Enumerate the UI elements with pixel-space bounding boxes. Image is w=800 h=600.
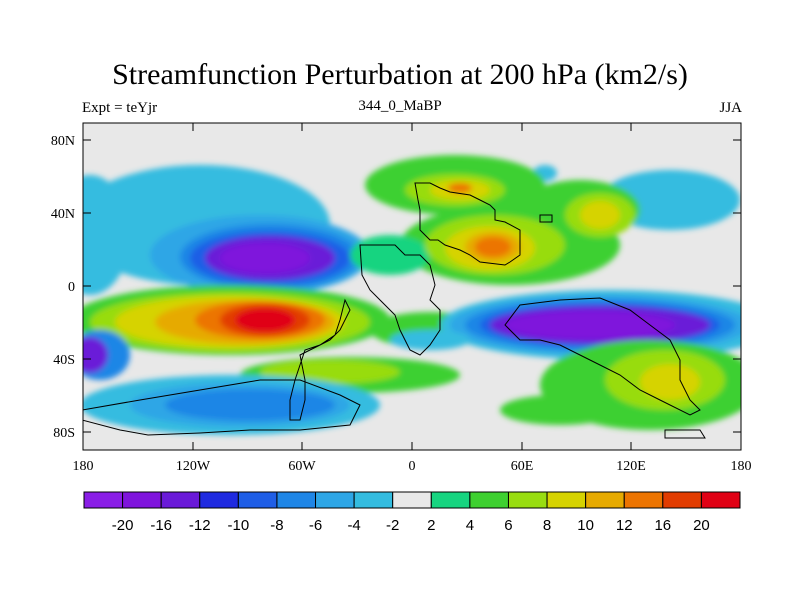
colorbar-swatch — [276, 491, 317, 509]
colorbar-swatch — [160, 491, 201, 509]
y-tick-label: 40S — [53, 353, 75, 368]
colorbar-label: -20 — [112, 517, 134, 534]
colorbar-label: -16 — [150, 517, 172, 534]
colorbar-label: 2 — [427, 517, 435, 534]
colorbar-label: 4 — [466, 517, 474, 534]
map-title: Streamfunction Perturbation at 200 hPa (… — [112, 58, 688, 91]
colorbar-swatch — [199, 491, 239, 509]
x-tick-label: 120W — [176, 459, 211, 474]
colorbar-label: 6 — [504, 517, 512, 534]
colorbar-swatch — [585, 491, 625, 509]
x-tick-label: 60E — [511, 459, 534, 474]
colorbar-swatch — [623, 491, 664, 509]
colorbar-swatch — [662, 491, 702, 509]
axis-ticks — [82, 123, 742, 450]
y-tick-label: 80N — [51, 134, 75, 149]
experiment-label: Expt = teYjr — [82, 100, 158, 116]
x-tick-label: 0 — [409, 459, 416, 474]
colorbar-swatch — [700, 491, 741, 509]
colorbar-label: -12 — [189, 517, 211, 534]
colorbar: -20 -16 -12 -10 -8 -6 -4 -2 2 4 6 8 10 12 16 20 — [83, 491, 741, 534]
colorbar-label: 10 — [577, 517, 594, 534]
colorbar-label: -8 — [270, 517, 283, 534]
colorbar-label: 8 — [543, 517, 551, 534]
case-label: 344_0_MaBP — [358, 98, 442, 114]
x-tick-label: 120E — [616, 459, 646, 474]
colorbar-swatch — [430, 491, 471, 509]
colorbar-swatch — [469, 491, 509, 509]
colorbar-label: -10 — [228, 517, 250, 534]
colorbar-swatch — [122, 491, 162, 509]
y-tick-label: 40N — [51, 207, 75, 222]
x-tick-label: 180 — [731, 459, 752, 474]
x-tick-label: 60W — [288, 459, 316, 474]
colorbar-label: -6 — [309, 517, 322, 534]
colorbar-label: -2 — [386, 517, 399, 534]
colorbar-label: 20 — [693, 517, 710, 534]
colorbar-swatch — [83, 491, 124, 509]
colorbar-swatch — [392, 491, 432, 509]
colorbar-label: 16 — [654, 517, 671, 534]
colorbar-swatch — [237, 491, 278, 509]
coastlines — [83, 182, 706, 439]
y-tick-label: 80S — [53, 426, 75, 441]
colorbar-swatch — [507, 491, 548, 509]
season-label: JJA — [719, 100, 742, 116]
colorbar-label: -4 — [347, 517, 360, 534]
colorbar-label: 12 — [616, 517, 633, 534]
colorbar-swatch — [315, 491, 355, 509]
x-tick-label: 180 — [73, 459, 94, 474]
y-tick-label: 0 — [68, 280, 75, 295]
colorbar-swatch — [546, 491, 587, 509]
contour-field — [83, 123, 741, 450]
colorbar-swatch — [353, 491, 394, 509]
